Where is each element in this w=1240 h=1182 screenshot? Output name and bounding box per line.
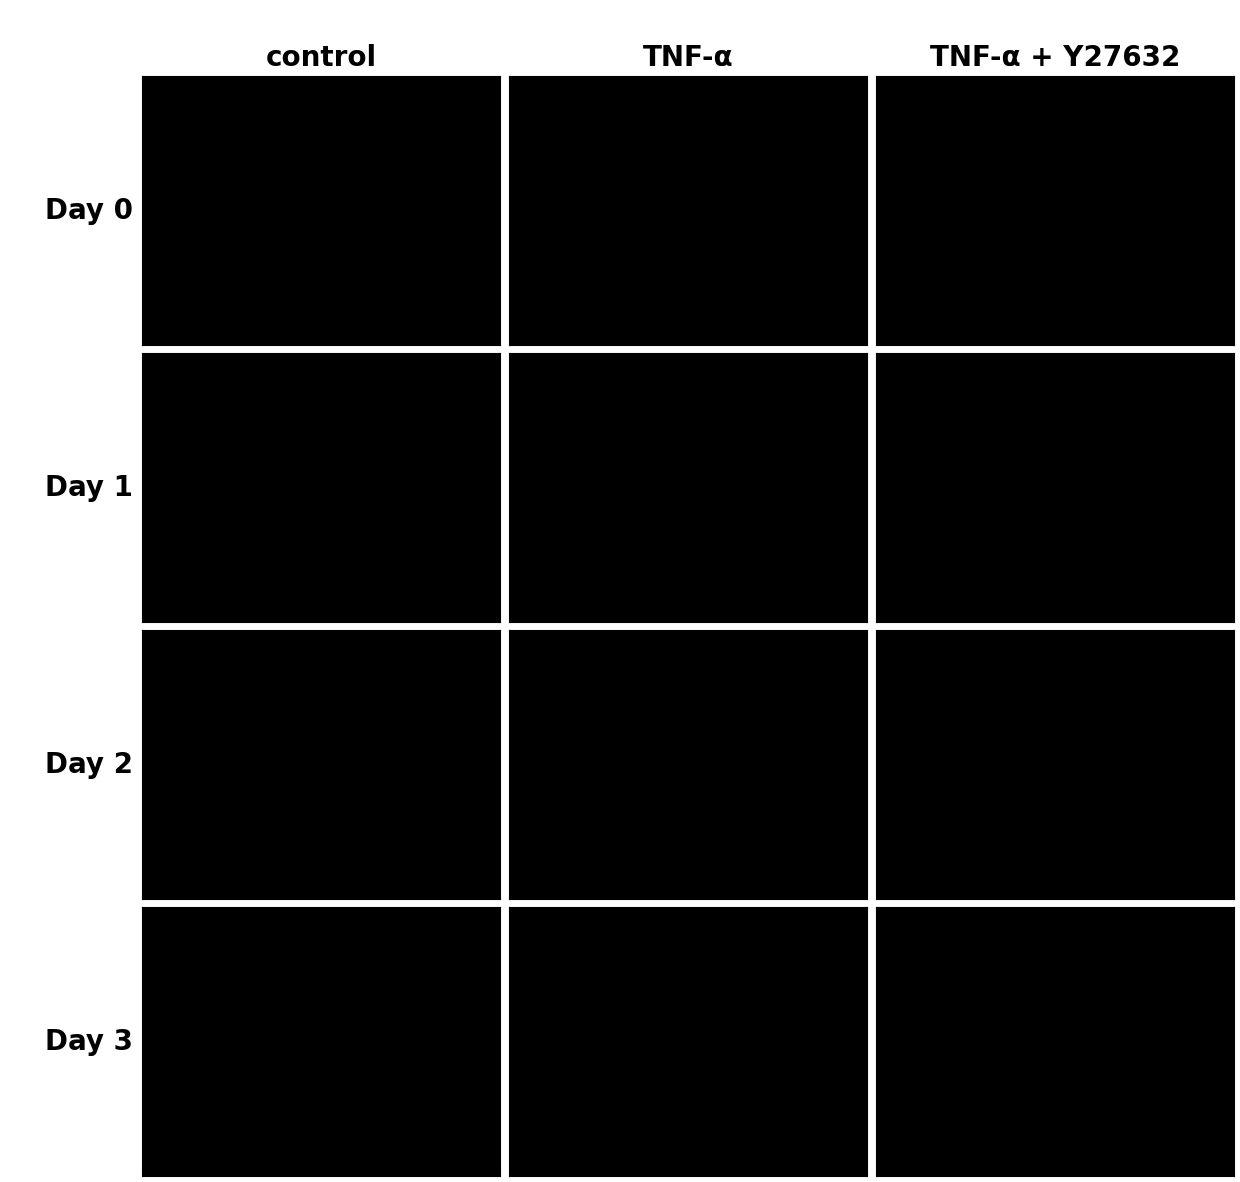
Text: Day 1: Day 1 [45,474,133,502]
Text: Day 2: Day 2 [45,751,133,779]
Text: Day 0: Day 0 [45,196,133,225]
Text: Day 3: Day 3 [45,1028,133,1057]
Text: TNF-α + Y27632: TNF-α + Y27632 [930,44,1180,72]
Text: control: control [265,44,377,72]
Text: TNF-α: TNF-α [642,44,734,72]
